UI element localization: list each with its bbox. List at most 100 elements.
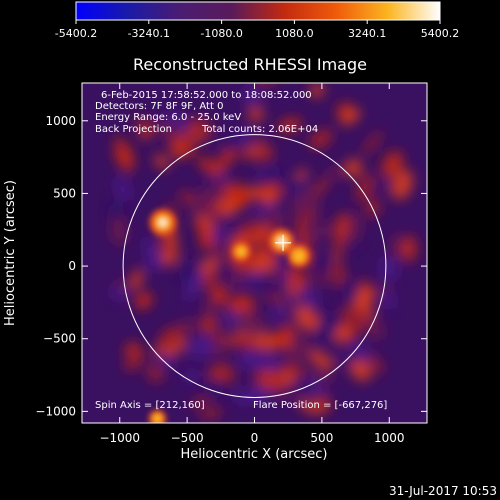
heatmap-blob bbox=[333, 213, 351, 244]
heatmap-blob bbox=[211, 226, 229, 244]
heatmap-blob bbox=[162, 335, 187, 359]
annotation-flare-position: Flare Position = [-667,276] bbox=[253, 400, 387, 411]
heatmap-blob bbox=[375, 177, 390, 195]
heatmap-blob bbox=[160, 328, 175, 343]
heatmap-blob bbox=[251, 203, 280, 217]
heatmap-blob bbox=[247, 108, 265, 121]
heatmap-blob bbox=[245, 386, 275, 403]
heatmap-blob bbox=[308, 350, 334, 370]
x-tick-label: 0 bbox=[251, 431, 259, 445]
heatmap-blob bbox=[277, 117, 302, 133]
heatmap-blob bbox=[334, 239, 343, 258]
heatmap-blob bbox=[302, 378, 327, 394]
heatmap-blob bbox=[198, 221, 212, 249]
heatmap-blob bbox=[290, 188, 316, 216]
heatmap-blob bbox=[287, 265, 309, 293]
heatmap-blob bbox=[159, 352, 175, 369]
heatmap-blob bbox=[154, 154, 169, 170]
heatmap-blob bbox=[200, 273, 219, 290]
heatmap-blob bbox=[109, 215, 129, 246]
heatmap-blob bbox=[210, 363, 226, 375]
annotations: 6-Feb-2015 17:58:52.000 to 18:08:52.000 … bbox=[95, 90, 387, 411]
heatmap-blob bbox=[346, 213, 363, 244]
heatmap-blob bbox=[401, 235, 417, 262]
heatmap-blob bbox=[326, 165, 342, 182]
heatmap-blob bbox=[329, 262, 347, 288]
heatmap-blob bbox=[265, 268, 283, 285]
heatmap-blob bbox=[315, 220, 329, 241]
heatmap-blob bbox=[219, 262, 232, 277]
heatmap-blob bbox=[158, 120, 181, 141]
colorbar-gradient bbox=[75, 1, 441, 21]
heatmap-blob bbox=[322, 309, 343, 332]
colorbar-tick-label: -5400.2 bbox=[55, 27, 97, 40]
heatmap-blob bbox=[319, 319, 335, 336]
heatmap-blob bbox=[254, 369, 286, 390]
heatmap-blob bbox=[340, 107, 361, 126]
heatmap-blob bbox=[255, 353, 281, 371]
heatmap-blob bbox=[282, 309, 300, 322]
heatmap-blob bbox=[258, 251, 278, 272]
colorbar-tick-label: 5400.2 bbox=[421, 27, 460, 40]
annotation-spin-axis: Spin Axis = [212,160] bbox=[95, 400, 205, 411]
x-tick-label: −1000 bbox=[99, 431, 140, 445]
heatmap-blob bbox=[200, 256, 216, 279]
heatmap-blob bbox=[213, 247, 229, 268]
heatmap-blob bbox=[381, 151, 404, 178]
heatmap-area bbox=[82, 83, 427, 423]
heatmap-blob bbox=[219, 213, 239, 235]
heatmap-blob bbox=[158, 240, 175, 254]
x-axis-ticks: −1000 −500 0 500 1000 bbox=[99, 83, 405, 445]
heatmap-blob bbox=[292, 365, 310, 376]
source-peak bbox=[159, 219, 166, 226]
heatmap-blob bbox=[379, 255, 399, 282]
heatmap-blob bbox=[208, 180, 227, 200]
y-tick-label: 1000 bbox=[45, 114, 76, 128]
heatmap-blob bbox=[226, 269, 251, 287]
heatmap-blob bbox=[242, 220, 260, 237]
heatmap-blob bbox=[288, 334, 317, 354]
heatmap-blob bbox=[114, 177, 132, 202]
colorbar-tick-label: -1080.0 bbox=[200, 27, 242, 40]
solar-limb-circle bbox=[122, 134, 387, 398]
heatmap-blob bbox=[340, 279, 358, 302]
annotation-energy: Energy Range: 6.0 - 25.0 keV bbox=[95, 112, 241, 123]
heatmap-blob bbox=[297, 400, 324, 414]
heatmap-blob bbox=[181, 370, 200, 384]
annotation-time: 6-Feb-2015 17:58:52.000 to 18:08:52.000 bbox=[101, 90, 312, 101]
colorbar-tick-label: -3240.1 bbox=[128, 27, 170, 40]
y-tick-label: 500 bbox=[53, 186, 76, 200]
heatmap-blob bbox=[199, 316, 218, 333]
heatmap-blob bbox=[301, 306, 321, 324]
spin-axis-marker bbox=[275, 234, 292, 251]
heatmap-blob bbox=[260, 210, 280, 229]
heatmap-blob bbox=[350, 340, 371, 363]
colorbar-ticks: -5400.2 -3240.1 -1080.0 1080.0 3240.1 5400.2 bbox=[55, 20, 459, 40]
x-tick-label: 500 bbox=[310, 431, 333, 445]
y-axis-label: Heliocentric Y (arcsec) bbox=[3, 180, 18, 326]
heatmap-blob bbox=[134, 295, 148, 309]
heatmap-blob bbox=[221, 310, 243, 327]
heatmap-blob bbox=[223, 182, 249, 204]
heatmap-blob bbox=[238, 349, 262, 370]
heatmap-blob bbox=[218, 199, 236, 215]
heatmap-blob bbox=[362, 131, 383, 155]
y-tick-label: −500 bbox=[43, 332, 76, 346]
colorbar: -5400.2 -3240.1 -1080.0 1080.0 3240.1 5400.2 bbox=[55, 1, 459, 40]
x-tick-label: −500 bbox=[171, 431, 204, 445]
heatmap-blob bbox=[214, 138, 244, 150]
annotation-detectors: Detectors: 7F 8F 9F, Att 0 bbox=[95, 101, 223, 112]
heatmap-blob bbox=[309, 83, 325, 98]
heatmap-blob bbox=[190, 193, 215, 219]
heatmap-blob bbox=[308, 128, 334, 150]
heatmap-blob bbox=[281, 364, 297, 376]
y-tick-label: −1000 bbox=[35, 404, 76, 418]
heatmap-blob bbox=[291, 292, 311, 311]
heatmap-blob bbox=[220, 372, 237, 384]
heatmap-blob bbox=[280, 324, 297, 338]
heatmap-blob bbox=[340, 306, 365, 335]
heatmap-blob bbox=[211, 286, 229, 304]
source-core bbox=[152, 413, 163, 423]
heatmap-blob bbox=[391, 169, 413, 200]
heatmap-blob bbox=[273, 331, 290, 350]
